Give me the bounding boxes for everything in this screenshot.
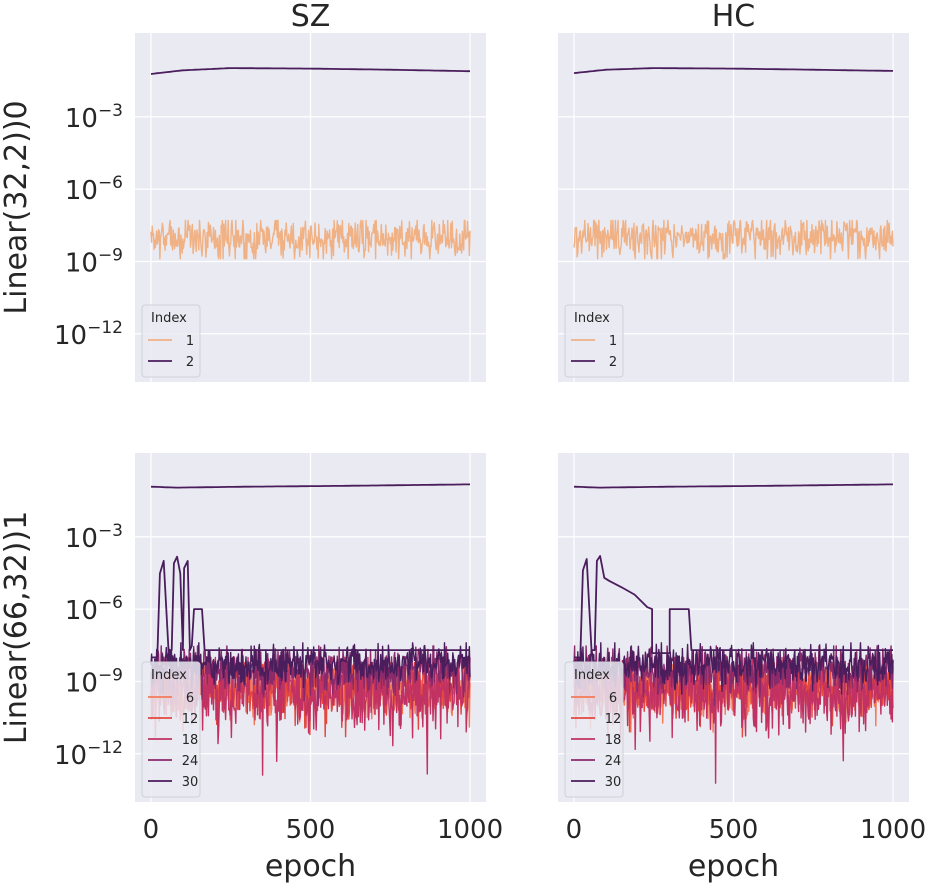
series-line-30-top: [573, 483, 893, 489]
legend-title: Index: [574, 311, 610, 326]
x-tick-label-1: 500: [286, 815, 336, 845]
y-tick-label-2: 10−9: [65, 665, 123, 698]
legend: Index 1 2: [141, 304, 201, 378]
legend-title: Index: [151, 668, 187, 683]
series-line-30: [573, 642, 894, 695]
legend-entry-12: 12: [605, 712, 622, 727]
subplot-title: HC: [712, 0, 756, 34]
legend-entry-1: 1: [186, 334, 194, 349]
legend-box: [141, 661, 201, 798]
legend-entry-24: 24: [605, 754, 622, 769]
series-group: [573, 483, 894, 784]
x-tick-label-2: 1000: [860, 815, 926, 845]
legend: Index 1 2: [564, 304, 624, 378]
y-tick-label-1: 10−6: [65, 593, 123, 626]
legend-entry-2: 2: [609, 355, 617, 370]
series-line-30: [150, 642, 471, 695]
series-line-2: [150, 67, 470, 75]
legend-entry-18: 18: [182, 733, 199, 748]
subplot-2: HC Index 1 2: [558, 0, 909, 382]
series-group: [150, 483, 471, 776]
legend-entry-12: 12: [182, 712, 199, 727]
series-line-30-top: [150, 483, 470, 489]
legend-box: [141, 304, 201, 378]
subplot-3: Linear(66,32))1 10−3 10−6 10−9 10−12 0 500 1000…: [0, 453, 503, 884]
subplot-4: 0 500 1000 epoch Index 6 12 18 24 30: [558, 453, 926, 884]
y-tick-label-0: 10−3: [65, 101, 123, 134]
legend-box: [564, 304, 624, 378]
x-axis-label: epoch: [688, 849, 779, 884]
series-line-30-spikes: [574, 555, 893, 659]
legend-entry-1: 1: [609, 334, 617, 349]
legend: Index 6 12 18 24 30: [141, 661, 201, 798]
y-tick-label-2: 10−9: [65, 245, 123, 278]
series-line-30-spikes: [151, 555, 470, 659]
series-group: [573, 67, 894, 260]
y-tick-label-1: 10−6: [65, 173, 123, 206]
legend: Index 6 12 18 24 30: [564, 661, 624, 798]
series-group: [150, 67, 471, 260]
legend-entry-30: 30: [182, 775, 199, 790]
y-tick-label-3: 10−12: [54, 318, 123, 351]
x-tick-label-0: 0: [566, 815, 583, 845]
y-tick-label-3: 10−12: [54, 738, 123, 771]
x-tick-label-1: 500: [709, 815, 759, 845]
series-line-24: [573, 645, 894, 707]
legend-entry-24: 24: [182, 754, 199, 769]
legend-entry-6: 6: [186, 691, 194, 706]
legend-title: Index: [151, 311, 187, 326]
legend-entry-2: 2: [186, 355, 194, 370]
subplot-title: SZ: [291, 0, 331, 34]
x-axis-label: epoch: [265, 849, 356, 884]
y-axis-label: Linear(66,32))1: [0, 511, 34, 744]
legend-box: [564, 661, 624, 798]
series-line-2: [573, 67, 893, 74]
legend-entry-6: 6: [609, 691, 617, 706]
legend-entry-30: 30: [605, 775, 622, 790]
legend-title: Index: [574, 668, 610, 683]
series-line-1: [573, 219, 894, 260]
legend-entry-18: 18: [605, 733, 622, 748]
series-line-18: [573, 656, 894, 784]
subplot-1: SZ Linear(32,2))0 10−3 10−6 10−9 10−12 Index 1 2: [0, 0, 486, 382]
y-axis-label: Linear(32,2))0: [0, 100, 34, 314]
series-line-1: [150, 219, 471, 260]
x-tick-label-2: 1000: [437, 815, 503, 845]
x-tick-label-0: 0: [143, 815, 160, 845]
y-tick-label-0: 10−3: [65, 521, 123, 554]
